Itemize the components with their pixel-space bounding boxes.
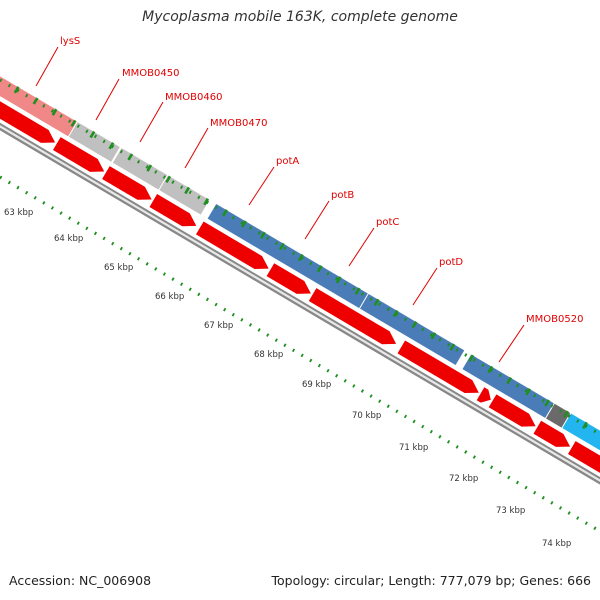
tick-label: 67 kbp <box>204 321 233 331</box>
genome-backbone <box>0 88 600 553</box>
gene-label: potB <box>331 190 354 201</box>
cog-segment-potC <box>360 293 465 366</box>
outer-dotted-ruler <box>0 78 597 434</box>
tick-label: 66 kbp <box>155 292 184 302</box>
inner-dotted-ruler <box>0 175 597 531</box>
tick-label: 70 kbp <box>352 411 381 421</box>
gene-label: MMOB0470 <box>210 118 267 129</box>
tick-label: 74 kbp <box>542 539 571 549</box>
cds-arrow-mmob0460 <box>102 166 152 200</box>
cog-segment-potD <box>462 354 554 418</box>
gene-label-leader-line <box>248 166 275 206</box>
cog-segment-potA <box>207 203 368 309</box>
tick-label: 72 kbp <box>449 474 478 484</box>
tick-label: 71 kbp <box>399 443 428 453</box>
cog-feature-track <box>0 64 600 451</box>
gene-label: potC <box>376 217 399 228</box>
gene-labels: 63 kbp 64 kbp 65 kbp 66 kbp 67 kbp 68 kbp 69 k… <box>4 36 583 549</box>
gene-label: lysS <box>60 36 80 47</box>
gene-label: MMOB0450 <box>122 68 179 79</box>
tick-label: 69 kbp <box>302 380 331 390</box>
gene-label: MMOB0520 <box>526 314 583 325</box>
gene-label-leader-line <box>35 46 59 87</box>
accession-text: Accession: NC_006908 <box>9 573 152 588</box>
gene-label-leader-line <box>348 227 375 267</box>
gene-label: MMOB0460 <box>165 92 222 103</box>
gene-label: potA <box>276 156 299 167</box>
cds-arrow-potD <box>397 340 479 393</box>
gene-label: potD <box>439 257 463 268</box>
tick-label: 68 kbp <box>254 350 283 360</box>
cds-arrow-potB <box>266 263 311 294</box>
tick-label: 63 kbp <box>4 208 33 218</box>
tick-label: 64 kbp <box>54 234 83 244</box>
cog-segment-small-gene <box>546 403 571 428</box>
cog-segment-mmob0520 <box>562 413 600 451</box>
cds-arrow-potC <box>308 288 397 345</box>
gene-label-leader-line <box>184 127 209 169</box>
cog-segment-lysS <box>0 64 77 137</box>
gene-label-leader-line <box>412 267 438 306</box>
cog-segment-mmob0470 <box>159 175 210 215</box>
gene-label-leader-line <box>95 78 120 121</box>
tick-label: 65 kbp <box>104 263 133 273</box>
cds-arrow-potA-start <box>196 221 269 269</box>
gene-label-leader-line <box>498 324 525 363</box>
cog-segment-mmob0450 <box>68 122 120 162</box>
genome-info-text: Topology: circular; Length: 777,079 bp; … <box>271 573 592 588</box>
cds-arrow-mmob0470 <box>149 194 197 227</box>
cds-arrow-mmob0520 <box>488 394 536 427</box>
cds-arrow-next-1 <box>533 420 571 447</box>
cds-arrow-mmob0450 <box>53 137 105 172</box>
cds-feature-track <box>0 101 600 473</box>
cds-arrow-next-2 <box>568 441 600 473</box>
cds-arrow-small-gene <box>476 387 491 403</box>
cds-arrow-lysS <box>0 101 56 143</box>
gene-label-leader-line <box>304 200 330 240</box>
cog-segment-mmob0460 <box>112 148 168 190</box>
gene-label-leader-line <box>139 101 164 143</box>
map-title: Mycoplasma mobile 163K, complete genome <box>142 9 458 25</box>
tick-label: 73 kbp <box>496 506 525 516</box>
kbp-ruler <box>0 78 597 531</box>
